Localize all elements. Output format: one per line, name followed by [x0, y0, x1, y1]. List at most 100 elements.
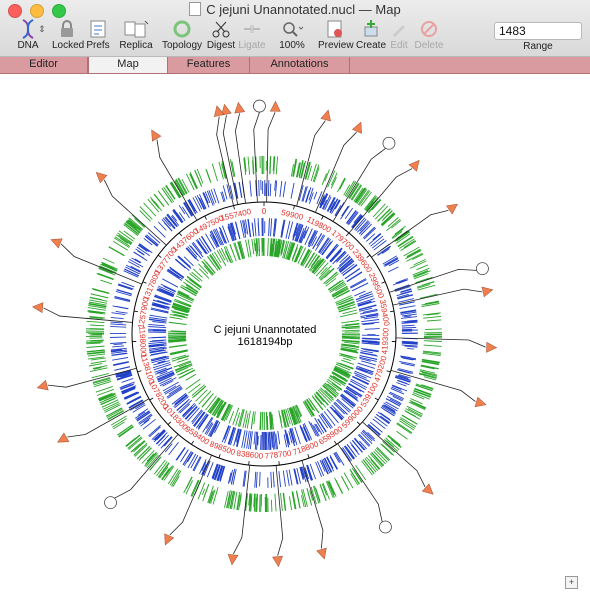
tick-mark [346, 233, 349, 236]
dna-label: DNA [14, 40, 42, 51]
replica-label: Replica [118, 40, 154, 51]
ligate-label: Ligate [238, 40, 266, 51]
orf-marker-circle [383, 137, 395, 149]
orf-arrow-marker [55, 433, 69, 447]
dna-icon [19, 19, 37, 39]
orf-leader-line [104, 180, 166, 245]
orf-arrow-marker [227, 554, 238, 565]
orf-arrow-marker [482, 285, 494, 297]
tab-editor[interactable]: Editor [0, 57, 88, 73]
tick-mark [143, 282, 147, 284]
digest-button[interactable]: Digest [206, 18, 236, 51]
orf-arrow-marker [321, 109, 333, 121]
create-icon [361, 19, 381, 39]
tab-map[interactable]: Map [88, 57, 168, 73]
topology-button[interactable]: Topology [162, 18, 202, 51]
preview-label: Preview [318, 40, 352, 51]
tick-mark [387, 371, 391, 372]
orf-marker-circle [105, 497, 117, 509]
delete-label: Delete [414, 40, 444, 51]
delete-button[interactable]: Delete [414, 18, 444, 51]
range-input[interactable]: 1483 [494, 22, 582, 40]
prefs-icon [89, 19, 107, 39]
topology-label: Topology [162, 40, 202, 51]
tick-mark [158, 255, 161, 257]
tick-mark [150, 398, 153, 400]
tick-label: 838600 [236, 449, 264, 461]
tick-mark [294, 206, 295, 210]
orf-arrow-marker [270, 101, 280, 111]
orf-arrow-marker [352, 120, 365, 133]
orf-leader-line [362, 422, 425, 487]
tick-mark [375, 398, 378, 400]
tick-mark [308, 454, 309, 458]
view-tabs: Editor Map Features Annotations [0, 57, 590, 74]
tick-label: 1198000 [137, 326, 148, 358]
digest-label: Digest [206, 40, 236, 51]
orf-arrow-marker [49, 235, 62, 248]
prefs-label: Prefs [85, 40, 111, 51]
create-button[interactable]: Create [356, 18, 386, 51]
sequence-length: 1618194bp [185, 336, 345, 348]
range-label: Range [494, 41, 582, 52]
tick-label: 299500 [367, 272, 386, 301]
tick-mark [219, 454, 220, 458]
orf-arrow-marker [32, 302, 43, 313]
preview-icon [325, 19, 345, 39]
orf-arrow-marker [147, 127, 161, 141]
orf-arrow-marker [475, 397, 487, 409]
tick-mark [334, 441, 336, 444]
edit-label: Edit [388, 40, 410, 51]
preview-button[interactable]: Preview [318, 18, 352, 51]
tab-features[interactable]: Features [168, 57, 250, 73]
tick-label: 119800 [305, 215, 333, 235]
replica-button[interactable]: Replica [118, 18, 154, 51]
tick-label: 419300 [380, 327, 391, 355]
tick-mark [138, 371, 142, 372]
prefs-button[interactable]: Prefs [85, 18, 111, 51]
orf-arrow-marker [273, 556, 284, 567]
orf-arrow-marker [486, 342, 496, 352]
zoom-label: 100% [278, 40, 306, 51]
orf-marker-circle [379, 521, 391, 533]
orf-arrow-marker [212, 105, 224, 117]
chevron-updown-icon: ⇕ [37, 18, 47, 40]
orf-arrow-marker [446, 200, 460, 214]
orf-leader-line [233, 465, 249, 554]
tick-mark [367, 255, 370, 257]
tick-mark [357, 422, 360, 425]
title-bar: C jejuni Unannotated.nucl — Map DNA ⇕ Lo… [0, 0, 590, 57]
tick-mark [382, 282, 386, 284]
tick-label: 778700 [264, 449, 292, 461]
tick-label: 0 [262, 207, 267, 216]
tick-mark [179, 233, 182, 236]
orf-arrow-marker [161, 534, 174, 547]
lock-icon [58, 19, 76, 39]
tick-mark [205, 216, 207, 220]
magnifier-icon [280, 19, 304, 39]
dna-menu-chevron[interactable]: ⇕ [37, 18, 47, 40]
tick-label: 359400 [378, 299, 392, 327]
resize-corner[interactable]: + [565, 576, 578, 589]
orf-marker-circle [476, 263, 488, 275]
scissors-icon [211, 19, 231, 39]
tab-annotations[interactable]: Annotations [250, 57, 350, 73]
zoom-control[interactable]: 100% [278, 18, 306, 51]
orf-arrow-marker [36, 380, 48, 392]
locked-button[interactable]: Locked [52, 18, 82, 51]
ligate-icon [242, 19, 262, 39]
tick-label: 658900 [317, 424, 345, 446]
sequence-name: C jejuni Unannotated [185, 324, 345, 336]
create-label: Create [356, 40, 386, 51]
delete-icon [419, 19, 439, 39]
replica-icon [123, 19, 149, 39]
tick-label: 1138100 [139, 353, 157, 385]
locked-label: Locked [52, 40, 82, 51]
ligate-button[interactable]: Ligate [238, 18, 266, 51]
topology-icon [172, 19, 192, 39]
tick-mark [234, 206, 235, 210]
orf-marker-circle [253, 100, 265, 112]
tick-mark [321, 216, 323, 220]
edit-button[interactable]: Edit [388, 18, 410, 51]
tick-mark [390, 311, 394, 312]
